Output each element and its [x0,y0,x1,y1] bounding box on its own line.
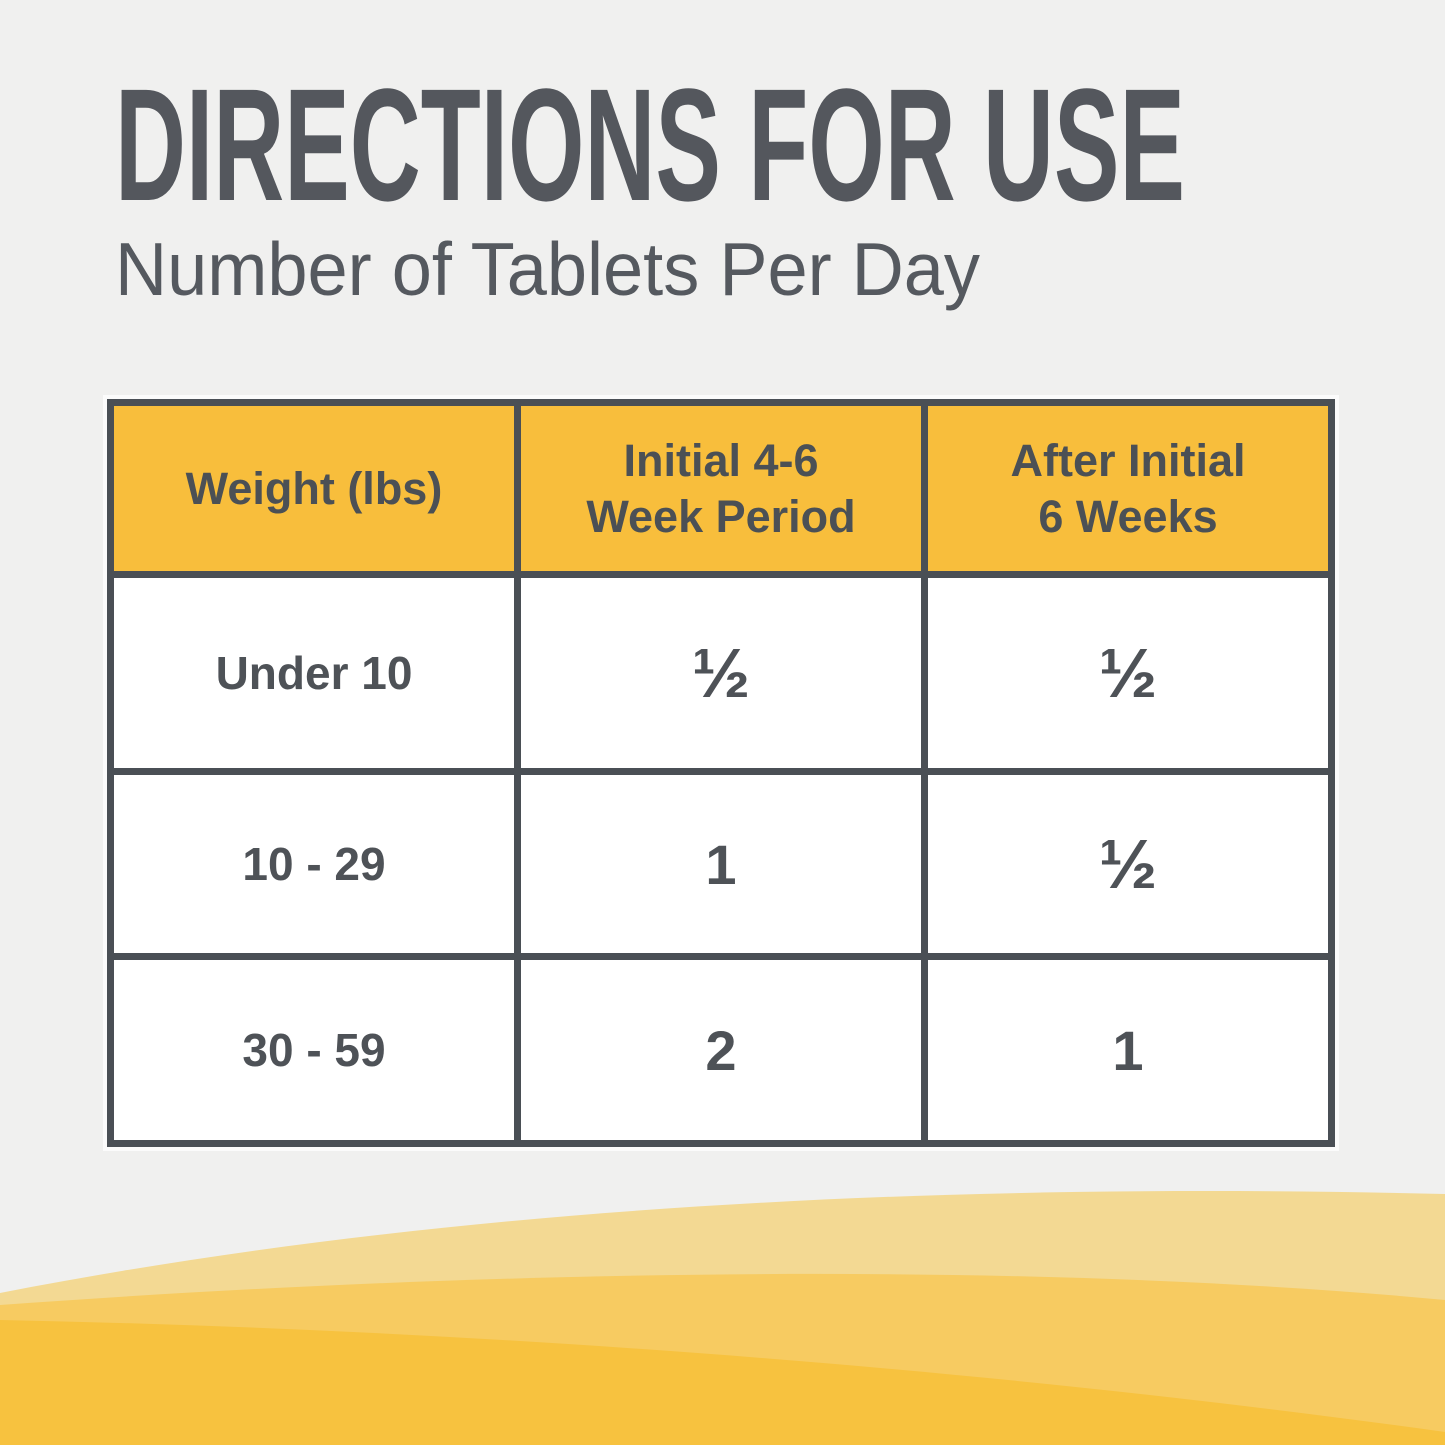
table-cell-under10-initial: ½ [521,578,921,768]
page-subtitle-text: Number of Tablets Per Day [115,227,980,311]
table-cell-under10-after: ½ [928,578,1328,768]
page-title-text: DIRECTIONS FOR USE [115,62,1185,222]
table-cell-weight-30-59: 30 - 59 [114,960,514,1140]
table-cell-10-29-after: ½ [928,775,1328,953]
col-header-after-initial: After Initial 6 Weeks [928,406,1328,571]
table-cell-10-29-initial: 1 [521,775,921,953]
wave-layer-dark [0,1320,1445,1445]
wave-decoration [0,1191,1445,1445]
page-subtitle: Number of Tablets Per Day [115,227,980,311]
page-title: DIRECTIONS FOR USE [115,62,1185,222]
table-cell-30-59-after: 1 [928,960,1328,1140]
table-cell-weight-under-10: Under 10 [114,578,514,768]
dosage-table: Weight (lbs) Initial 4-6 Week Period Aft… [107,399,1335,1147]
table-cell-30-59-initial: 2 [521,960,921,1140]
col-header-weight: Weight (lbs) [114,406,514,571]
table-cell-weight-10-29: 10 - 29 [114,775,514,953]
col-header-initial-period: Initial 4-6 Week Period [521,406,921,571]
